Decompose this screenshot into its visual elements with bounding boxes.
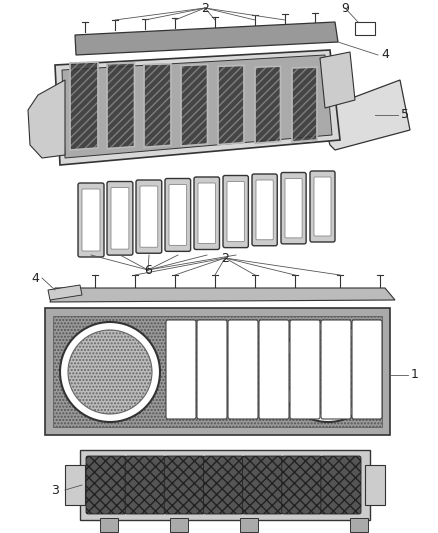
FancyBboxPatch shape [125, 456, 165, 514]
FancyBboxPatch shape [136, 180, 162, 253]
Polygon shape [75, 22, 338, 55]
FancyBboxPatch shape [140, 186, 158, 247]
Polygon shape [48, 285, 82, 300]
Polygon shape [355, 22, 375, 35]
Text: 2: 2 [221, 252, 229, 264]
Text: 4: 4 [31, 271, 39, 285]
Bar [100, 518, 118, 532]
FancyBboxPatch shape [86, 456, 126, 514]
Polygon shape [255, 66, 280, 143]
Polygon shape [218, 66, 244, 144]
Polygon shape [28, 80, 65, 158]
Text: 3: 3 [51, 483, 59, 497]
FancyBboxPatch shape [228, 320, 258, 419]
Text: 2: 2 [201, 2, 209, 14]
FancyBboxPatch shape [352, 320, 382, 419]
Polygon shape [62, 55, 332, 158]
Polygon shape [50, 288, 395, 302]
Bar [170, 518, 188, 532]
FancyBboxPatch shape [310, 171, 335, 242]
Polygon shape [320, 52, 355, 108]
FancyBboxPatch shape [194, 177, 219, 249]
Polygon shape [53, 316, 382, 427]
FancyBboxPatch shape [223, 175, 248, 248]
FancyBboxPatch shape [164, 456, 205, 514]
FancyBboxPatch shape [243, 456, 283, 514]
FancyBboxPatch shape [197, 320, 227, 419]
Bar [350, 518, 368, 532]
FancyBboxPatch shape [169, 184, 187, 245]
FancyBboxPatch shape [321, 456, 361, 514]
FancyBboxPatch shape [165, 179, 191, 252]
Polygon shape [80, 450, 370, 520]
FancyBboxPatch shape [107, 182, 133, 255]
Text: 6: 6 [144, 263, 152, 277]
Circle shape [278, 322, 378, 422]
Polygon shape [70, 62, 98, 150]
Bar [240, 518, 258, 532]
FancyBboxPatch shape [252, 174, 277, 246]
Text: 5: 5 [401, 109, 409, 122]
FancyBboxPatch shape [198, 183, 215, 244]
Text: 9: 9 [341, 2, 349, 14]
FancyBboxPatch shape [82, 189, 100, 251]
FancyBboxPatch shape [281, 173, 306, 244]
FancyBboxPatch shape [282, 456, 322, 514]
Polygon shape [55, 50, 340, 165]
FancyBboxPatch shape [166, 320, 196, 419]
FancyBboxPatch shape [314, 177, 331, 236]
FancyBboxPatch shape [285, 179, 302, 238]
Circle shape [60, 322, 160, 422]
Text: 4: 4 [381, 49, 389, 61]
Circle shape [68, 330, 152, 414]
Text: 1: 1 [411, 368, 419, 382]
FancyBboxPatch shape [256, 180, 273, 240]
FancyBboxPatch shape [321, 320, 351, 419]
Polygon shape [144, 63, 171, 147]
Polygon shape [107, 63, 134, 149]
FancyBboxPatch shape [227, 182, 244, 241]
Circle shape [286, 330, 370, 414]
Polygon shape [181, 64, 208, 146]
Polygon shape [365, 465, 385, 505]
Polygon shape [292, 67, 317, 142]
FancyBboxPatch shape [259, 320, 289, 419]
FancyBboxPatch shape [78, 183, 104, 257]
FancyBboxPatch shape [203, 456, 244, 514]
FancyBboxPatch shape [111, 188, 129, 249]
FancyBboxPatch shape [290, 320, 320, 419]
Polygon shape [45, 308, 390, 435]
Polygon shape [320, 80, 410, 150]
Polygon shape [65, 465, 85, 505]
